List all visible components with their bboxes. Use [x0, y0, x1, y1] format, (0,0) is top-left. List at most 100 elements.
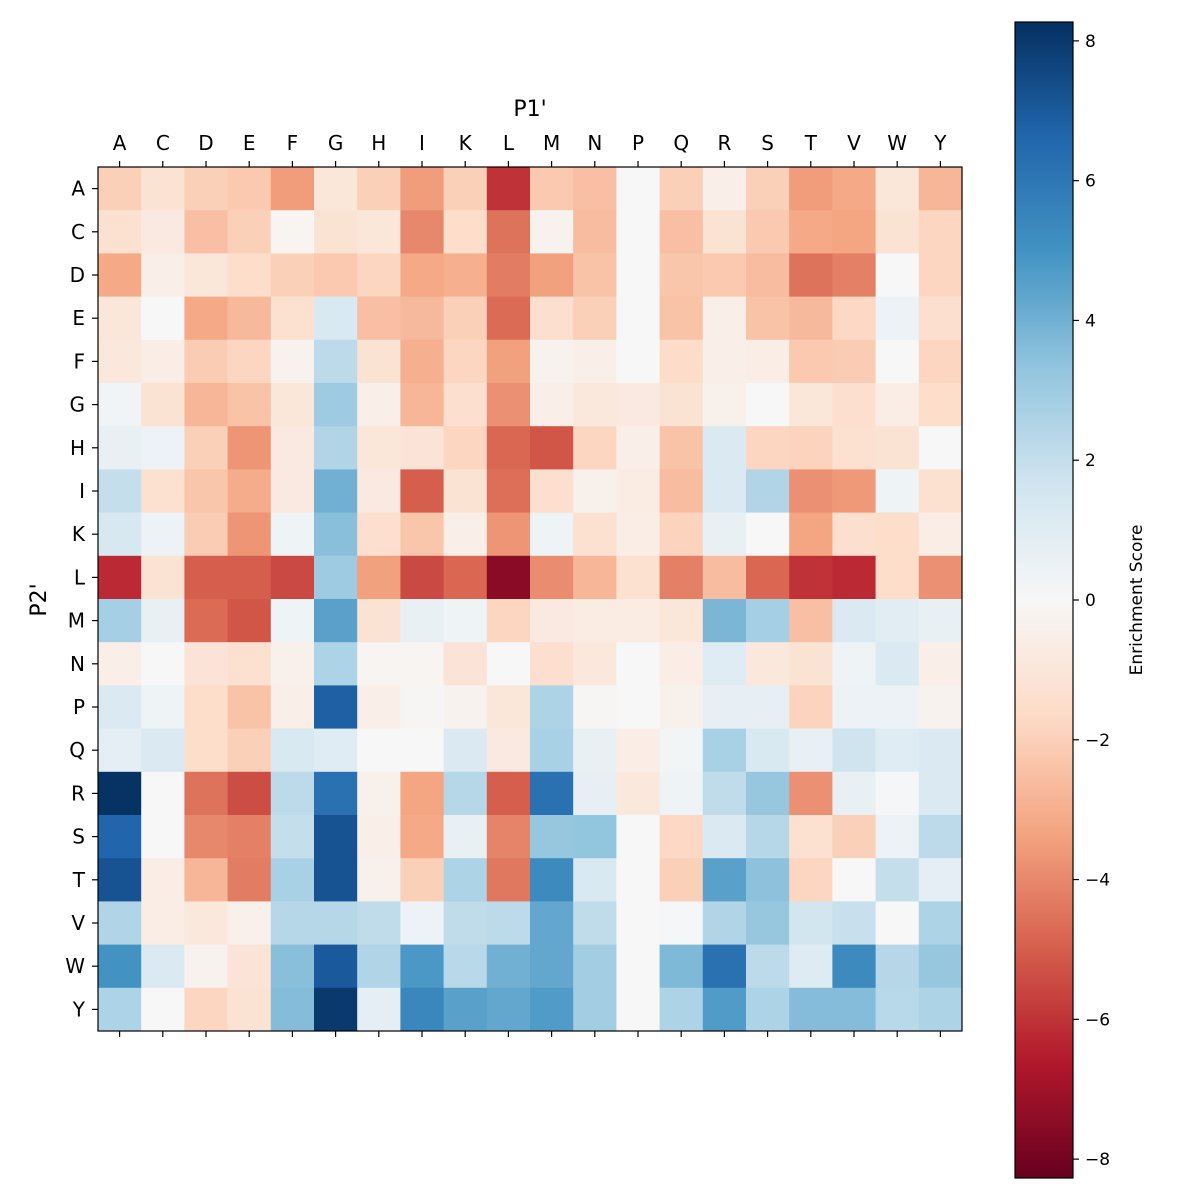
heatmap-cell-D-K [443, 253, 488, 298]
y-axis-label: P2' [27, 583, 52, 616]
heatmap-cell-T-C [141, 858, 185, 902]
heatmap-cell-A-L [486, 167, 531, 211]
heatmap-cell-C-S [746, 210, 790, 254]
heatmap-cell-D-Y [918, 253, 963, 298]
heatmap-cell-D-A [98, 253, 142, 298]
heatmap-cell-H-K [443, 426, 488, 470]
heatmap-cell-H-N [573, 426, 617, 470]
heatmap-cell-T-P [616, 858, 661, 902]
heatmap-cell-S-V [832, 815, 877, 859]
heatmap-cell-M-K [443, 599, 488, 643]
heatmap-cell-Y-N [573, 987, 617, 1032]
heatmap-cell-N-E [227, 642, 272, 686]
heatmap-cell-M-T [789, 599, 833, 643]
y-tick-label: A [71, 177, 85, 201]
heatmap-cell-Q-Y [918, 728, 963, 773]
x-tick-label: T [804, 131, 818, 155]
heatmap-cell-R-M [530, 771, 574, 816]
heatmap-cell-P-F [270, 685, 315, 730]
heatmap-cell-G-C [141, 383, 185, 427]
heatmap-cell-K-A [98, 512, 142, 557]
heatmap-cell-R-Q [659, 771, 704, 816]
heatmap-cell-M-N [573, 599, 617, 643]
heatmap-cell-H-C [141, 426, 185, 470]
heatmap-cell-N-A [98, 642, 142, 686]
heatmap-cell-S-I [400, 815, 445, 859]
heatmap-cell-G-K [443, 383, 488, 427]
heatmap-cell-I-H [357, 469, 401, 514]
heatmap-cell-N-N [573, 642, 617, 686]
heatmap-cell-P-N [573, 685, 617, 730]
heatmap-cell-L-G [314, 555, 358, 600]
heatmap-cell-S-M [530, 815, 574, 859]
x-tick-label: Q [673, 131, 689, 155]
heatmap-cell-V-A [98, 901, 142, 946]
heatmap-cell-K-K [443, 512, 488, 557]
heatmap-cell-D-R [702, 253, 747, 298]
heatmap-cell-L-W [875, 555, 920, 600]
heatmap-cell-C-N [573, 210, 617, 254]
heatmap-cell-I-P [616, 469, 661, 514]
heatmap-cell-W-W [875, 944, 920, 989]
heatmap-cell-T-Q [659, 858, 704, 902]
heatmap-cell-F-N [573, 339, 617, 384]
heatmap-cell-A-C [141, 167, 185, 211]
y-tick-label: D [70, 263, 85, 287]
heatmap-cell-W-H [357, 944, 401, 989]
heatmap-cell-R-R [702, 771, 747, 816]
heatmap-cell-R-N [573, 771, 617, 816]
heatmap-cell-E-G [314, 296, 358, 341]
heatmap-cell-S-Q [659, 815, 704, 859]
y-tick-label: M [68, 609, 85, 633]
heatmap-cell-W-A [98, 944, 142, 989]
heatmap-cell-W-S [746, 944, 790, 989]
heatmap-cell-F-M [530, 339, 574, 384]
heatmap-cell-V-Q [659, 901, 704, 946]
heatmap-cell-K-T [789, 512, 833, 557]
colorbar-tick-label: 4 [1085, 311, 1096, 331]
heatmap-cell-H-S [746, 426, 790, 470]
heatmap-cell-Q-N [573, 728, 617, 773]
heatmap-cell-S-F [270, 815, 315, 859]
heatmap-cell-V-Y [918, 901, 963, 946]
y-tick-label: W [65, 954, 85, 978]
heatmap-cell-S-G [314, 815, 358, 859]
heatmap-cell-G-E [227, 383, 272, 427]
heatmap-cell-T-M [530, 858, 574, 902]
heatmap-cell-M-P [616, 599, 661, 643]
heatmap-cell-M-H [357, 599, 401, 643]
heatmap-cell-M-W [875, 599, 920, 643]
heatmap-cell-H-I [400, 426, 445, 470]
heatmap-cell-L-H [357, 555, 401, 600]
heatmap-cell-C-M [530, 210, 574, 254]
heatmap-cell-D-H [357, 253, 401, 298]
heatmap-cell-A-D [184, 167, 229, 211]
heatmap-cell-D-W [875, 253, 920, 298]
heatmap-cell-F-H [357, 339, 401, 384]
colorbar-tick-label: −4 [1085, 871, 1110, 891]
heatmap-cell-I-Q [659, 469, 704, 514]
heatmap-cell-G-I [400, 383, 445, 427]
heatmap-cell-F-Q [659, 339, 704, 384]
heatmap-cell-H-Y [918, 426, 963, 470]
heatmap-cell-L-F [270, 555, 315, 600]
heatmap-cell-R-E [227, 771, 272, 816]
heatmap-cell-P-W [875, 685, 920, 730]
heatmap-cell-N-F [270, 642, 315, 686]
heatmap-cell-F-C [141, 339, 185, 384]
heatmap-cell-R-T [789, 771, 833, 816]
heatmap-cell-A-H [357, 167, 401, 211]
heatmap-cell-G-D [184, 383, 229, 427]
heatmap-cell-E-D [184, 296, 229, 341]
heatmap-cell-Y-H [357, 987, 401, 1032]
colorbar [1014, 21, 1074, 1179]
heatmap-cell-D-P [616, 253, 661, 298]
y-tick-label: N [70, 652, 85, 676]
heatmap-cell-K-V [832, 512, 877, 557]
heatmap-cell-T-R [702, 858, 747, 902]
heatmap-cell-L-N [573, 555, 617, 600]
heatmap-cell-T-T [789, 858, 833, 902]
heatmap-cell-F-V [832, 339, 877, 384]
heatmap-cell-E-K [443, 296, 488, 341]
